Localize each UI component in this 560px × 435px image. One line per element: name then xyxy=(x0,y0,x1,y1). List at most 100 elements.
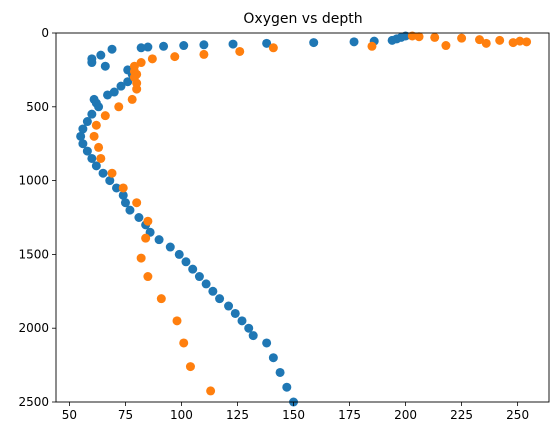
data-point xyxy=(224,301,234,311)
series-2 xyxy=(89,31,532,396)
data-point xyxy=(181,257,191,267)
data-point xyxy=(430,32,440,42)
data-point xyxy=(275,367,285,377)
series-1 xyxy=(76,31,411,407)
data-point xyxy=(76,131,86,141)
y-tick-label: 2000 xyxy=(18,321,49,335)
x-tick-label: 225 xyxy=(450,408,473,422)
data-point xyxy=(508,38,518,48)
data-point xyxy=(120,198,130,208)
data-point xyxy=(407,31,417,41)
data-point xyxy=(136,253,146,263)
data-point xyxy=(481,38,491,48)
x-tick-label: 125 xyxy=(226,408,249,422)
y-tick-label: 0 xyxy=(41,26,49,40)
data-point xyxy=(82,146,92,156)
data-point xyxy=(495,35,505,45)
x-tick-label: 200 xyxy=(394,408,417,422)
data-point xyxy=(179,338,189,348)
data-point xyxy=(199,40,209,50)
data-point xyxy=(136,58,146,68)
data-point xyxy=(87,58,97,68)
points-layer xyxy=(76,31,532,407)
data-point xyxy=(156,294,166,304)
data-point xyxy=(136,43,146,53)
data-point xyxy=(78,139,88,149)
data-point xyxy=(457,33,467,43)
y-tick-label: 500 xyxy=(26,100,49,114)
data-point xyxy=(268,43,278,53)
y-tick-label: 1000 xyxy=(18,174,49,188)
data-point xyxy=(89,131,99,141)
data-point xyxy=(116,81,126,91)
data-point xyxy=(522,37,532,47)
data-point xyxy=(154,235,164,245)
data-point xyxy=(100,61,110,71)
y-axis: 0 500 1000 1500 2000 2500 xyxy=(18,26,56,409)
data-point xyxy=(78,124,88,134)
data-point xyxy=(105,176,115,186)
data-point xyxy=(199,49,209,59)
data-point xyxy=(127,94,137,104)
data-point xyxy=(112,183,121,193)
data-point xyxy=(262,338,272,348)
data-point xyxy=(107,168,117,178)
data-point xyxy=(132,84,142,94)
plot-frame xyxy=(55,32,550,403)
data-point xyxy=(91,120,101,130)
data-point xyxy=(349,37,359,47)
data-point xyxy=(143,272,153,282)
data-point xyxy=(98,168,108,178)
data-point xyxy=(91,161,101,171)
data-point xyxy=(147,54,157,64)
data-point xyxy=(179,41,189,51)
data-point xyxy=(165,242,175,252)
data-point xyxy=(441,41,451,51)
data-point xyxy=(132,198,142,208)
data-point xyxy=(248,331,258,341)
data-point xyxy=(262,38,272,48)
data-point xyxy=(244,323,254,333)
chart-title: Oxygen vs depth xyxy=(243,11,362,27)
data-point xyxy=(125,205,135,215)
y-tick-label: 1500 xyxy=(18,247,49,261)
data-point xyxy=(208,286,218,296)
data-point xyxy=(228,39,238,49)
data-point xyxy=(206,386,216,396)
data-point xyxy=(87,109,97,119)
data-point xyxy=(170,52,180,62)
x-tick-label: 175 xyxy=(338,408,361,422)
data-point xyxy=(515,36,525,46)
data-point xyxy=(82,117,92,127)
data-point xyxy=(201,279,211,289)
data-point xyxy=(230,308,240,318)
data-point xyxy=(309,38,319,48)
x-tick-label: 50 xyxy=(62,408,77,422)
data-point xyxy=(141,233,151,243)
data-point xyxy=(367,41,377,51)
data-point xyxy=(159,41,169,51)
data-point xyxy=(172,316,182,326)
x-axis: 50 75 100 125 150 175 200 225 250 xyxy=(62,402,529,422)
data-point xyxy=(174,249,184,259)
data-point xyxy=(387,35,397,45)
data-point xyxy=(100,111,110,121)
data-point xyxy=(96,153,106,163)
data-point xyxy=(268,353,278,363)
data-point xyxy=(96,50,106,60)
data-point xyxy=(87,153,97,163)
data-point xyxy=(185,362,195,372)
data-point xyxy=(143,216,153,226)
data-point xyxy=(107,44,117,54)
data-point xyxy=(94,102,104,112)
data-point xyxy=(103,90,113,100)
data-point xyxy=(282,382,292,392)
data-point xyxy=(194,272,204,282)
data-point xyxy=(475,35,485,45)
x-tick-label: 75 xyxy=(118,408,133,422)
data-point xyxy=(109,87,119,97)
data-point xyxy=(188,264,198,274)
data-point xyxy=(215,294,225,304)
data-point xyxy=(114,102,124,112)
